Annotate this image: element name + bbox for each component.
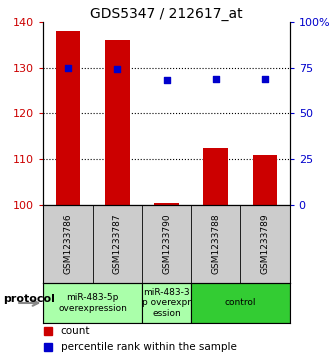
Text: GSM1233790: GSM1233790: [162, 214, 171, 274]
Bar: [142, 284, 191, 323]
Text: GSM1233787: GSM1233787: [113, 214, 122, 274]
Text: GSM1233788: GSM1233788: [211, 214, 220, 274]
Point: [115, 66, 120, 72]
Text: miR-483-5p
overexpression: miR-483-5p overexpression: [58, 293, 127, 313]
Text: protocol: protocol: [3, 294, 55, 304]
Point: [213, 76, 218, 81]
Text: percentile rank within the sample: percentile rank within the sample: [61, 342, 236, 352]
Text: count: count: [61, 326, 90, 336]
Point: [164, 77, 169, 83]
Title: GDS5347 / 212617_at: GDS5347 / 212617_at: [90, 7, 243, 21]
Bar: [203, 148, 228, 205]
Bar: [154, 203, 179, 205]
Point: [65, 65, 71, 70]
Bar: [191, 284, 290, 323]
Text: GSM1233789: GSM1233789: [260, 214, 270, 274]
Bar: [253, 155, 277, 205]
Bar: [56, 31, 80, 205]
Text: control: control: [225, 298, 256, 307]
Bar: [105, 40, 130, 205]
Text: miR-483-3
p overexpr
ession: miR-483-3 p overexpr ession: [142, 288, 191, 318]
Text: GSM1233786: GSM1233786: [63, 214, 73, 274]
Point: [262, 76, 268, 81]
Bar: [43, 284, 142, 323]
